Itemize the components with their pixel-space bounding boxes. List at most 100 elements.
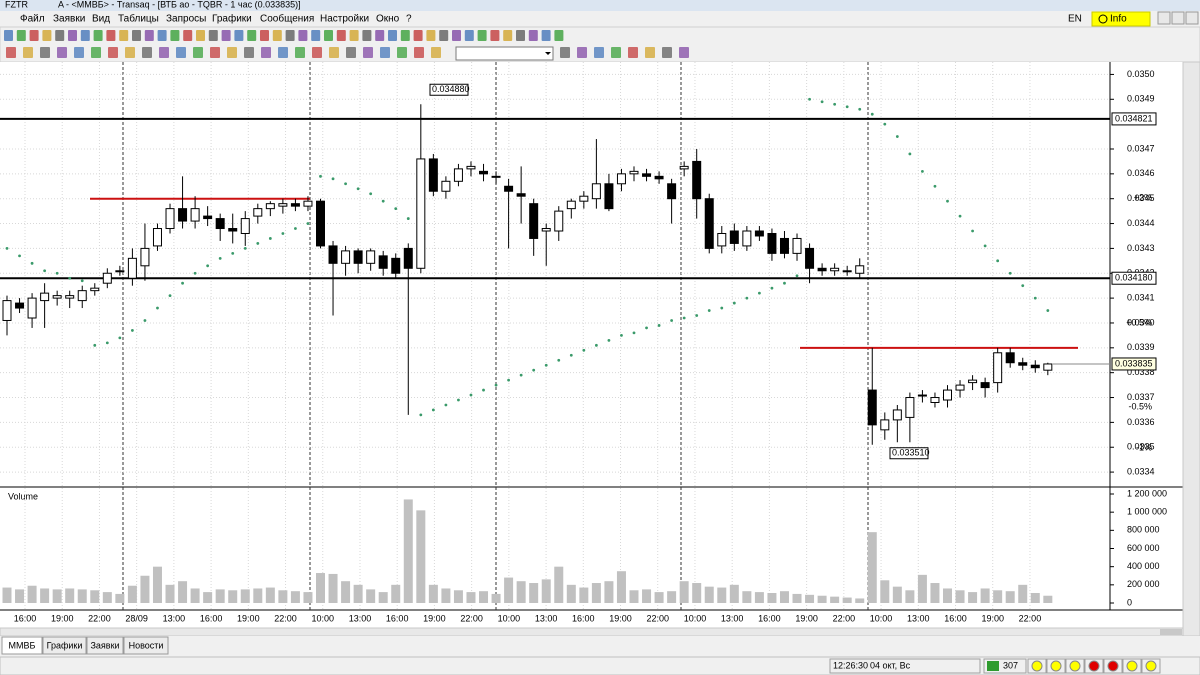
menu-item[interactable]: ? xyxy=(406,14,412,25)
toolbar-icon[interactable] xyxy=(349,30,359,41)
window-button[interactable] xyxy=(1157,11,1171,25)
menu-item[interactable]: Настройки xyxy=(320,14,369,25)
scroll-thumb[interactable] xyxy=(1160,629,1182,635)
toolbar-icon[interactable] xyxy=(311,30,321,41)
language-indicator[interactable]: EN xyxy=(1068,14,1082,25)
toolbar-icon[interactable] xyxy=(312,47,322,58)
toolbar-icon[interactable] xyxy=(247,30,257,41)
toolbar-icon[interactable] xyxy=(278,47,288,58)
toolbar-icon[interactable] xyxy=(439,30,449,41)
toolbar-icon[interactable] xyxy=(142,47,152,58)
vertical-scrollbar[interactable] xyxy=(1182,61,1200,637)
toolbar-icon[interactable] xyxy=(193,47,203,58)
toolbar-icon[interactable] xyxy=(55,30,65,41)
toolbar-icon[interactable] xyxy=(144,30,154,41)
toolbar-icon[interactable] xyxy=(4,30,13,41)
info-label[interactable]: Info xyxy=(1110,14,1127,25)
toolbar-icon[interactable] xyxy=(244,47,254,58)
toolbar-icon[interactable] xyxy=(16,30,26,41)
toolbar-icon[interactable] xyxy=(125,47,135,58)
toolbar-icon[interactable] xyxy=(227,47,237,58)
toolbar-icon[interactable] xyxy=(298,30,308,41)
toolbar-icon[interactable] xyxy=(91,47,101,58)
toolbar-icon[interactable] xyxy=(42,30,52,41)
toolbar-icon[interactable] xyxy=(106,30,116,41)
toolbar-icon[interactable] xyxy=(516,30,525,41)
toolbar-icon[interactable] xyxy=(260,30,269,41)
horizontal-scrollbar[interactable] xyxy=(0,627,1184,637)
toolbar-icon[interactable] xyxy=(554,30,564,41)
toolbar-icon[interactable] xyxy=(196,30,205,41)
toolbar-icon[interactable] xyxy=(329,47,339,58)
toolbar-icon[interactable] xyxy=(170,30,180,41)
toolbar-icon[interactable] xyxy=(23,47,33,58)
toolbar-icon[interactable] xyxy=(400,30,410,41)
toolbar-icon[interactable] xyxy=(628,47,638,58)
toolbar-icon[interactable] xyxy=(272,30,282,41)
toolbar-icon[interactable] xyxy=(577,47,587,58)
combo-box[interactable] xyxy=(455,46,554,61)
toolbar-icon[interactable] xyxy=(261,47,271,58)
toolbar-icon[interactable] xyxy=(490,30,500,41)
window-button[interactable] xyxy=(1171,11,1185,25)
toolbar-icon[interactable] xyxy=(594,47,604,58)
tab-label[interactable]: Новости xyxy=(129,640,164,650)
menu-item[interactable]: Сообщения xyxy=(260,13,314,25)
tab[interactable] xyxy=(42,636,87,655)
toolbar-icon[interactable] xyxy=(234,30,244,41)
tab-label[interactable]: Заявки xyxy=(90,640,119,650)
toolbar-icon[interactable] xyxy=(108,47,118,58)
menu-item[interactable]: Заявки xyxy=(53,14,85,25)
menu-item[interactable]: Файл xyxy=(20,14,45,25)
tab[interactable] xyxy=(86,636,124,655)
toolbar-icon[interactable] xyxy=(208,30,218,41)
toolbar-icon[interactable] xyxy=(57,47,67,58)
toolbar-icon[interactable] xyxy=(431,47,441,58)
toolbar-icon[interactable] xyxy=(426,30,436,41)
toolbar-icon[interactable] xyxy=(285,30,295,41)
toolbar-icon[interactable] xyxy=(176,47,186,58)
menu-item[interactable]: Графики xyxy=(212,13,252,25)
toolbar-icon[interactable] xyxy=(132,30,141,41)
toolbar-icon[interactable] xyxy=(362,30,372,41)
toolbar-icon[interactable] xyxy=(336,30,346,41)
toolbar-icon[interactable] xyxy=(74,47,84,58)
toolbar-icon[interactable] xyxy=(503,30,513,41)
toolbar-icon[interactable] xyxy=(295,47,305,58)
tab[interactable] xyxy=(123,636,169,655)
toolbar-icon[interactable] xyxy=(380,47,390,58)
toolbar-icon[interactable] xyxy=(413,30,423,41)
toolbar-icon[interactable] xyxy=(183,30,193,41)
menu-item[interactable]: Вид xyxy=(92,14,110,25)
tab-label[interactable]: Графики xyxy=(47,640,83,650)
toolbar-icon[interactable] xyxy=(346,47,356,58)
toolbar-icon[interactable] xyxy=(560,47,570,58)
menu-item[interactable]: Окно xyxy=(376,14,400,25)
toolbar-icon[interactable] xyxy=(29,30,39,41)
toolbar-icon[interactable] xyxy=(528,30,538,41)
menu-item[interactable]: Запросы xyxy=(166,14,206,25)
toolbar-icon[interactable] xyxy=(119,30,129,41)
toolbar-icon[interactable] xyxy=(662,47,672,58)
toolbar-icon[interactable] xyxy=(68,30,77,41)
info-button[interactable] xyxy=(1091,11,1151,27)
toolbar-icon[interactable] xyxy=(611,47,621,58)
toolbar-icon[interactable] xyxy=(210,47,220,58)
toolbar-icon[interactable] xyxy=(397,47,407,58)
tab-label[interactable]: ММВБ xyxy=(9,640,36,650)
toolbar-icon[interactable] xyxy=(645,47,655,58)
toolbar-icon[interactable] xyxy=(159,47,169,58)
toolbar-icon[interactable] xyxy=(388,30,397,41)
tab[interactable] xyxy=(1,636,43,655)
toolbar-icon[interactable] xyxy=(80,30,90,41)
toolbar-icon[interactable] xyxy=(363,47,373,58)
window-button[interactable] xyxy=(1185,11,1199,25)
toolbar-icon[interactable] xyxy=(464,30,474,41)
toolbar-icon[interactable] xyxy=(414,47,424,58)
toolbar-icon[interactable] xyxy=(375,30,385,41)
toolbar-icon[interactable] xyxy=(221,30,231,41)
toolbar-icon[interactable] xyxy=(93,30,103,41)
toolbar-icon[interactable] xyxy=(541,30,551,41)
toolbar-icon[interactable] xyxy=(40,47,50,58)
toolbar-icon[interactable] xyxy=(679,47,689,58)
